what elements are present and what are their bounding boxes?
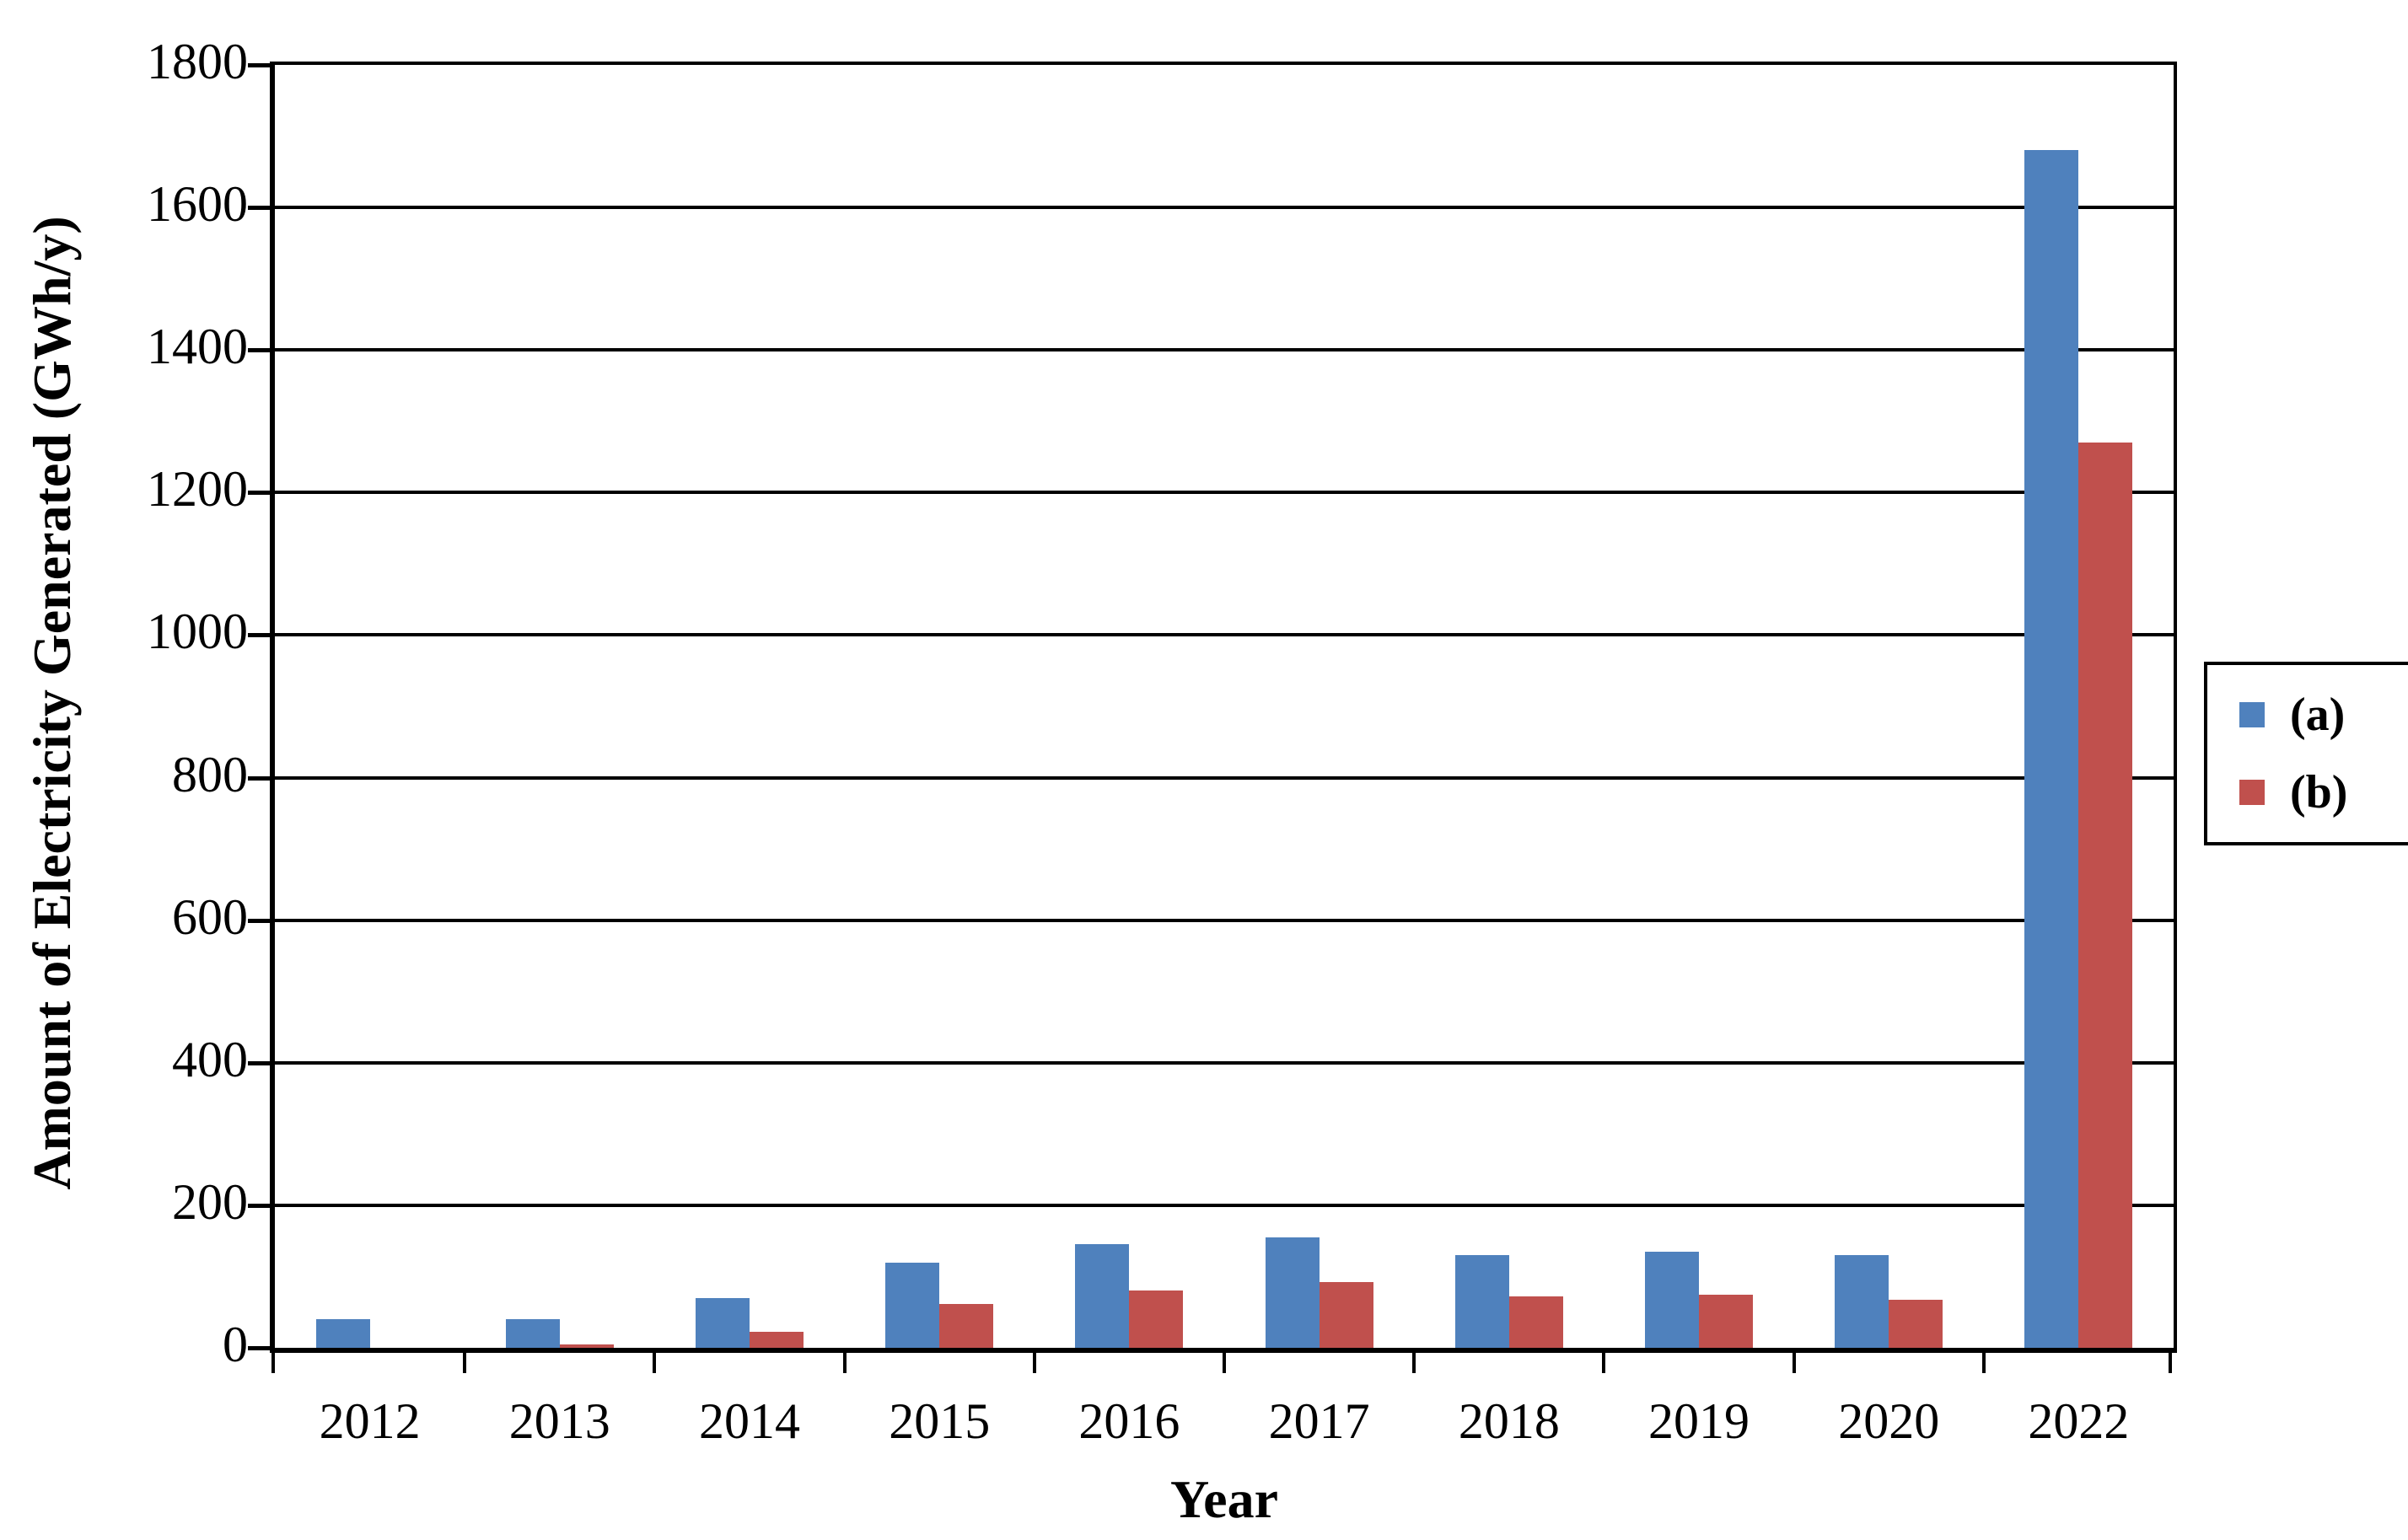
x-tick-label-2016: 2016	[1078, 1393, 1180, 1449]
bar-a-2020	[1835, 1255, 1889, 1348]
y-gridline-200	[275, 1203, 2174, 1207]
y-tick-label-0: 0	[223, 1317, 248, 1372]
x-tick-7	[1602, 1348, 1606, 1373]
bar-b-2022	[2078, 443, 2133, 1348]
x-tick-3	[842, 1348, 847, 1373]
y-gridline-1400	[275, 348, 2174, 352]
y-tick-label-1400: 1400	[147, 319, 248, 375]
bar-a-2018	[1454, 1255, 1509, 1348]
y-gridline-1200	[275, 491, 2174, 495]
x-tick-label-2014: 2014	[699, 1393, 800, 1449]
y-tick-label-800: 800	[172, 746, 248, 802]
y-tick-label-1200: 1200	[147, 461, 248, 518]
bar-b-2016	[1129, 1290, 1184, 1348]
y-gridline-400	[275, 1060, 2174, 1065]
x-tick-label-2013: 2013	[508, 1393, 610, 1449]
bar-b-2015	[939, 1303, 994, 1348]
y-tick-label-600: 600	[172, 888, 248, 945]
y-tick-400	[248, 1060, 270, 1065]
bar-b-2014	[750, 1332, 804, 1348]
y-tick-label-400: 400	[172, 1031, 248, 1087]
x-tick-label-2012: 2012	[319, 1393, 421, 1449]
series-a-label: (a)	[2290, 689, 2346, 742]
bar-a-2022	[2024, 150, 2079, 1348]
bar-a-2014	[696, 1297, 750, 1348]
y-gridline-1000	[275, 633, 2174, 637]
bar-b-2019	[1699, 1294, 1753, 1348]
bar-a-2015	[885, 1262, 940, 1348]
bar-b-2020	[1889, 1300, 1943, 1348]
bar-a-2019	[1645, 1251, 1699, 1348]
y-tick-1400	[248, 348, 270, 353]
y-tick-200	[248, 1203, 270, 1208]
x-tick-6	[1412, 1348, 1416, 1373]
x-tick-label-2017: 2017	[1268, 1393, 1370, 1449]
y-tick-label-1800: 1800	[147, 34, 248, 89]
plot-area	[248, 62, 2177, 1373]
x-tick-label-2019: 2019	[1648, 1393, 1750, 1449]
y-axis-tick-labels: 0 200 400 600 800 1000 1200 1400 1600 1800	[20, 35, 248, 1371]
y-tick-label-1000: 1000	[147, 604, 248, 660]
x-tick-label-2022: 2022	[2028, 1393, 2130, 1449]
x-tick-9	[1981, 1348, 1986, 1373]
bar-b-2017	[1319, 1282, 1373, 1348]
y-tick-1000	[248, 633, 270, 638]
bar-a-2017	[1265, 1237, 1320, 1348]
legend-box: (a) (b)	[2204, 662, 2408, 845]
y-tick-1800	[248, 63, 270, 67]
y-gridline-1600	[275, 206, 2174, 210]
x-tick-2	[653, 1348, 657, 1373]
y-tick-1200	[248, 491, 270, 496]
y-tick-0	[248, 1346, 270, 1350]
x-tick-4	[1032, 1348, 1036, 1373]
bar-a-2013	[505, 1319, 560, 1348]
x-tick-0	[271, 1348, 275, 1373]
y-gridline-600	[275, 918, 2174, 922]
bar-a-2016	[1075, 1244, 1130, 1348]
x-axis-title: Year	[1170, 1469, 1278, 1529]
legend-item-a: (a)	[2239, 688, 2408, 742]
x-tick-8	[1792, 1348, 1796, 1373]
bar-a-2012	[315, 1319, 370, 1348]
legend-item-b: (b)	[2239, 765, 2408, 819]
y-tick-label-200: 200	[172, 1173, 248, 1230]
bar-b-2013	[559, 1344, 614, 1348]
series-b-label: (b)	[2290, 765, 2348, 818]
y-tick-600	[248, 918, 270, 923]
x-axis-tick-labels: 2012 2013 2014 2015 2016 2017 2018 2019 2020 2022	[275, 1392, 2174, 1451]
x-tick-5	[1223, 1348, 1226, 1373]
series-a-swatch	[2239, 702, 2265, 728]
x-tick-10	[2169, 1348, 2172, 1373]
y-tick-1600	[248, 206, 270, 211]
y-tick-label-1600: 1600	[147, 176, 248, 233]
y-tick-800	[248, 775, 270, 781]
series-b-swatch	[2239, 779, 2265, 805]
x-tick-label-2015: 2015	[889, 1393, 991, 1449]
y-gridline-800	[275, 775, 2174, 780]
x-tick-label-2018: 2018	[1458, 1393, 1560, 1449]
bar-b-2018	[1508, 1296, 1563, 1348]
x-tick-label-2020: 2020	[1838, 1393, 1940, 1449]
x-tick-1	[463, 1348, 467, 1373]
